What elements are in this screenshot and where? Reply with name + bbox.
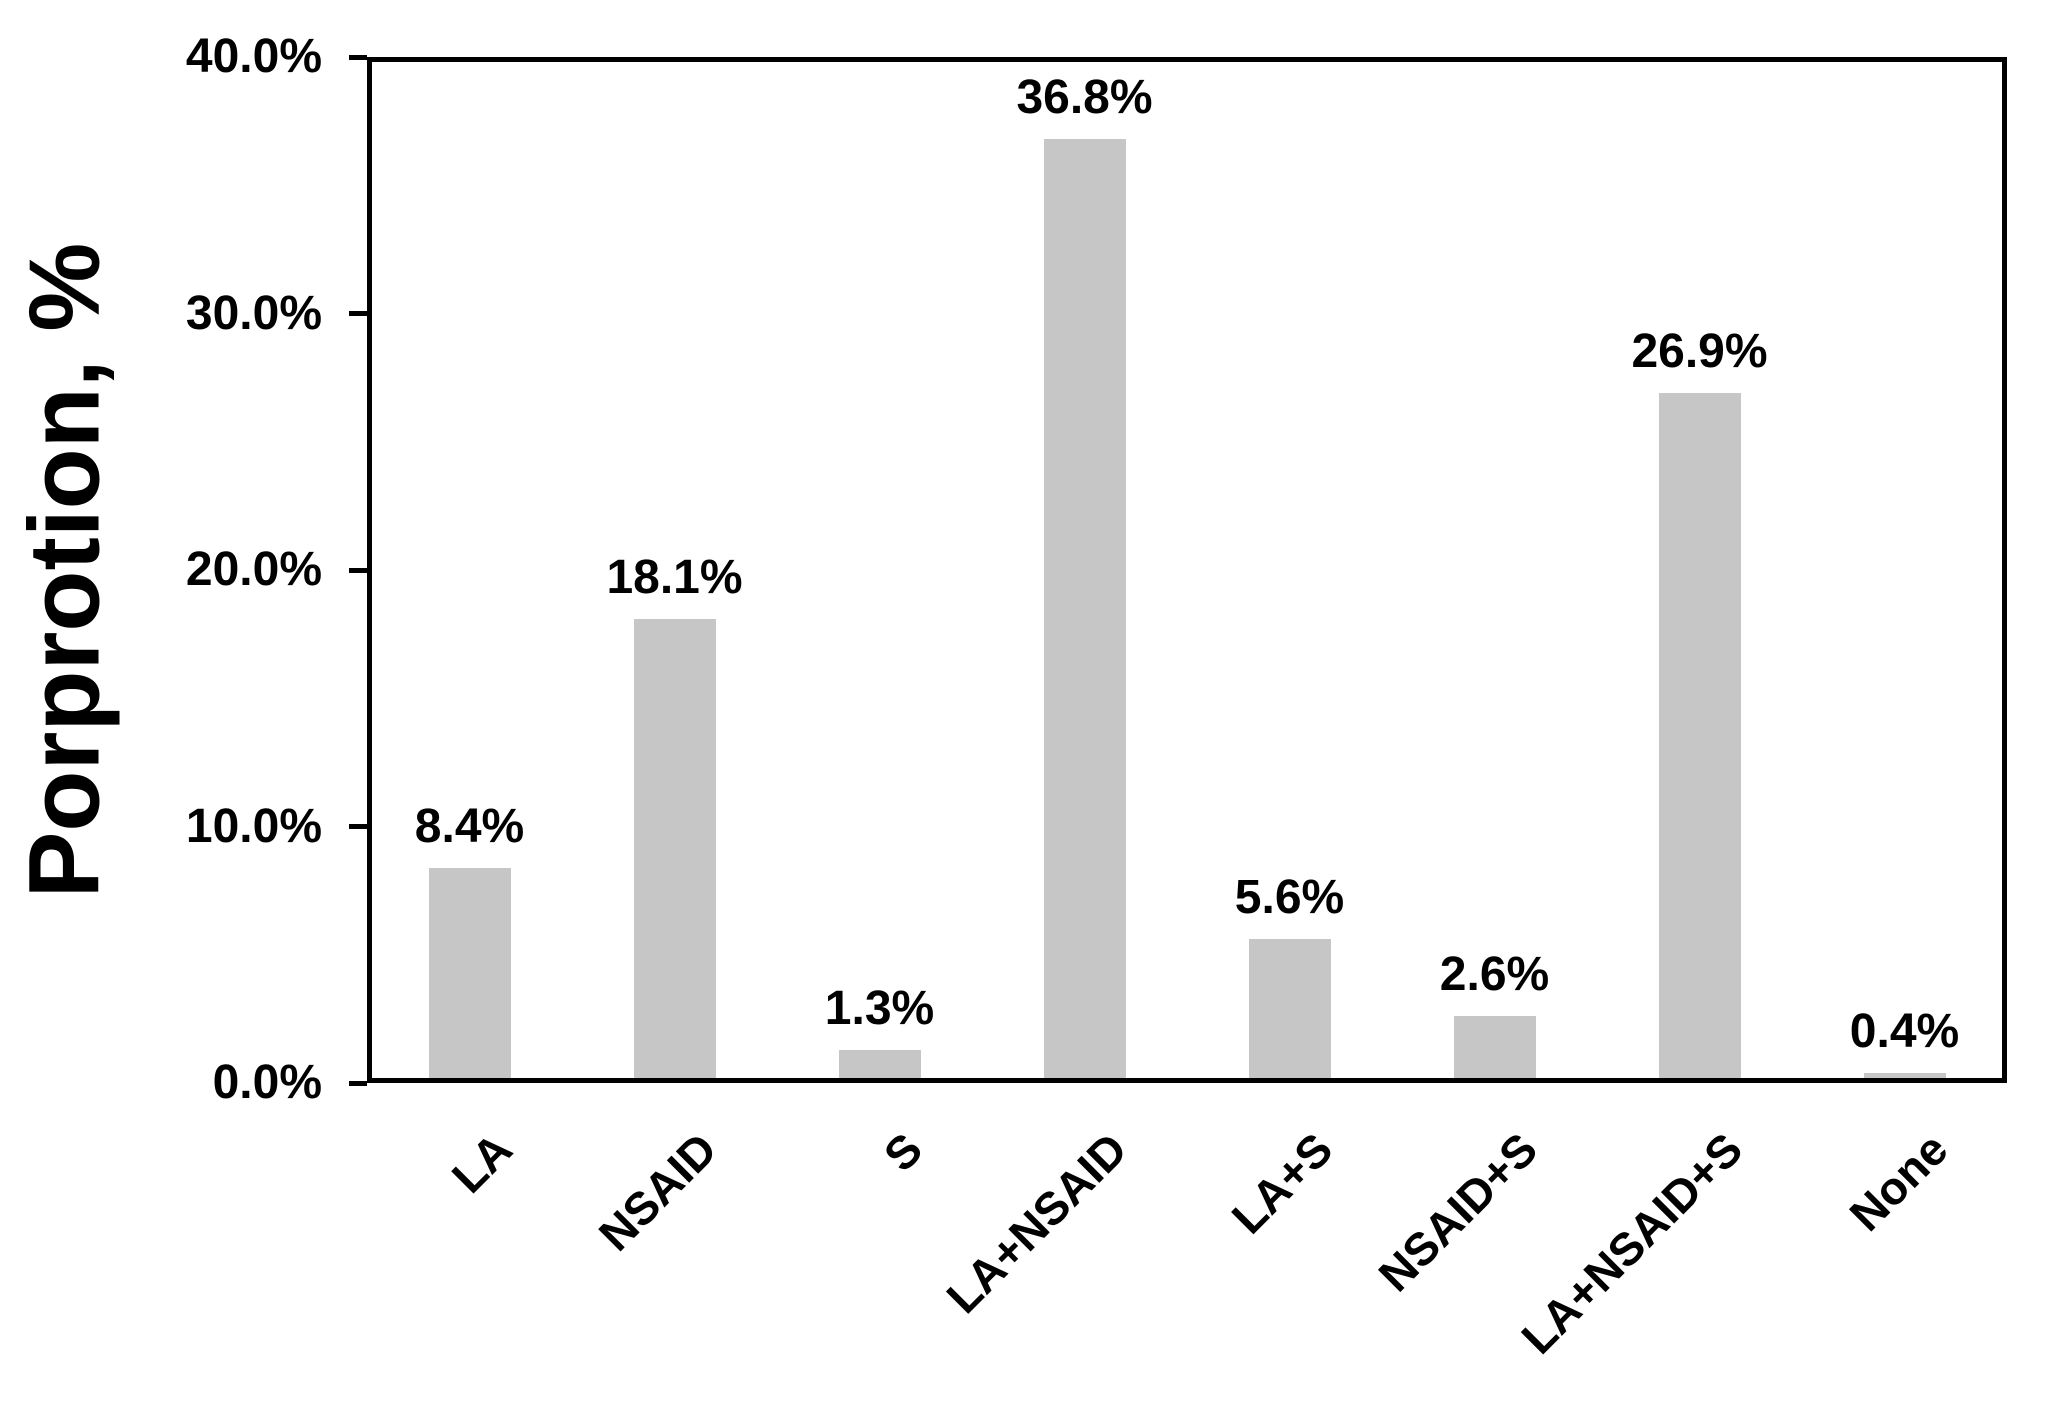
- bar-value-label: 2.6%: [1439, 948, 1550, 1002]
- plot-area: [367, 57, 2007, 1083]
- bar-value-label: 8.4%: [414, 799, 525, 853]
- y-tick-label: 0.0%: [212, 1056, 322, 1109]
- x-axis-label: LA: [441, 1122, 522, 1203]
- bar: [1453, 1016, 1536, 1083]
- bar-value-label: 5.6%: [1234, 871, 1345, 925]
- bar: [1658, 393, 1741, 1083]
- y-axis-tick: [349, 567, 367, 573]
- bar-value-label: 36.8%: [1016, 71, 1153, 125]
- x-axis-label: NSAID+S: [1368, 1122, 1547, 1302]
- y-tick-label: 40.0%: [185, 30, 322, 83]
- x-axis-label: LA+NSAID: [936, 1122, 1137, 1324]
- bar: [1043, 139, 1126, 1083]
- y-tick-label: 20.0%: [185, 543, 322, 596]
- y-axis-tick: [349, 824, 367, 829]
- bar-value-label: 1.3%: [824, 981, 935, 1035]
- bar-value-label: 0.4%: [1849, 1004, 1960, 1058]
- bar: [1863, 1072, 1946, 1083]
- bar: [1248, 939, 1331, 1083]
- bar-value-label: 26.9%: [1631, 325, 1768, 378]
- x-axis-label: None: [1838, 1122, 1957, 1241]
- x-axis-label: LA+S: [1221, 1122, 1342, 1244]
- y-tick-label: 30.0%: [185, 286, 322, 340]
- y-axis-tick: [349, 311, 367, 316]
- bar-value-label: 18.1%: [606, 550, 743, 604]
- bar: [838, 1049, 921, 1083]
- x-axis-label: S: [873, 1122, 932, 1182]
- bar: [428, 867, 511, 1083]
- y-axis-tick: [349, 1080, 367, 1086]
- y-tick-label: 10.0%: [185, 799, 322, 853]
- bar: [633, 618, 716, 1083]
- x-axis-label: NSAID: [589, 1122, 727, 1261]
- y-axis-tick: [349, 54, 367, 60]
